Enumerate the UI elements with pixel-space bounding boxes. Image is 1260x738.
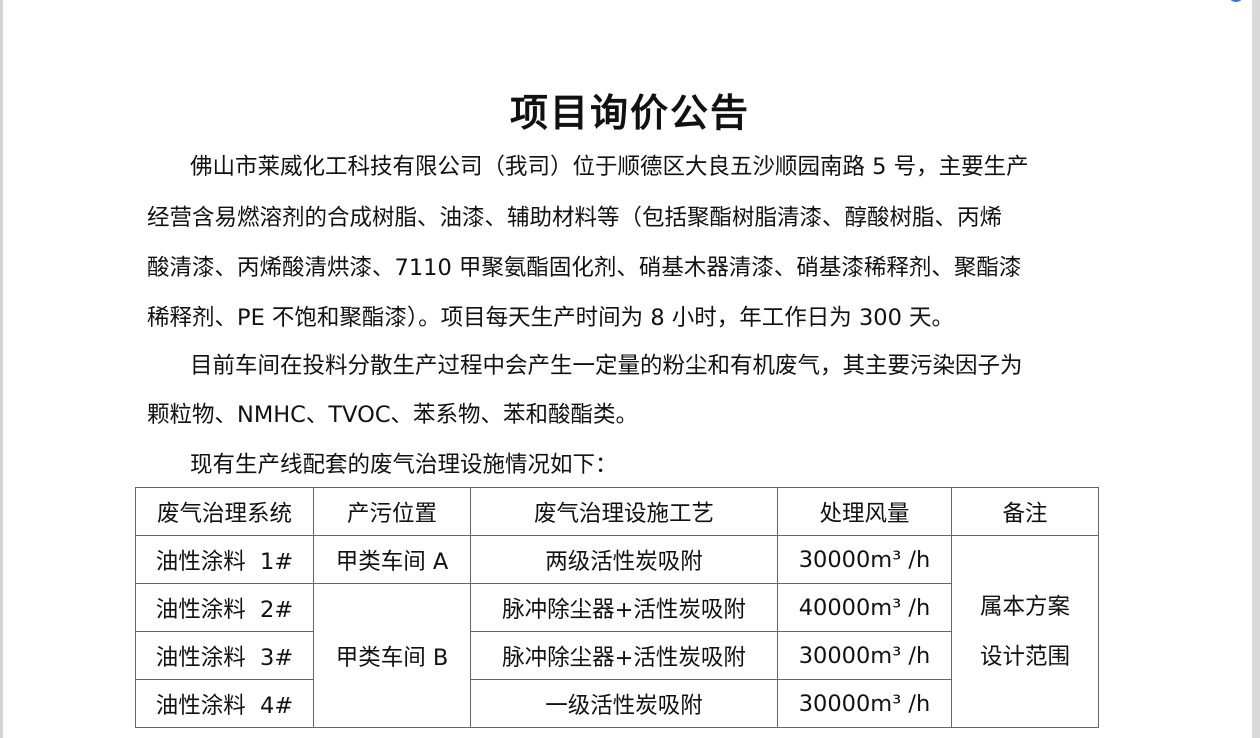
flow-cell: 30000m³ /h bbox=[777, 679, 952, 728]
header-cell: 废气治理设施工艺 bbox=[470, 487, 778, 536]
header-cell: 备注 bbox=[951, 487, 1099, 536]
paragraph-line: 佛山市莱威化工科技有限公司（我司）位于顺德区大良五沙顺园南路 5 号，主要生产 bbox=[190, 154, 1029, 180]
location-cell: 甲类车间 B bbox=[313, 583, 471, 728]
paragraph-line: 目前车间在投料分散生产过程中会产生一定量的粉尘和有机废气，其主要污染因子为 bbox=[190, 353, 1023, 379]
table-row: 油性涂料 2# 甲类车间 B 脉冲除尘器+活性炭吸附 40000m³ /h bbox=[135, 583, 1099, 728]
process-cell: 脉冲除尘器+活性炭吸附 bbox=[470, 583, 778, 632]
system-cell: 油性涂料 1# bbox=[135, 535, 314, 584]
system-cell: 油性涂料 3# bbox=[135, 631, 314, 680]
facility-table: 废气治理系统 产污位置 废气治理设施工艺 处理风量 备注 油性涂料 1# 甲类车… bbox=[135, 487, 1099, 728]
remark-line: 属本方案 bbox=[979, 593, 1070, 620]
header-cell: 废气治理系统 bbox=[135, 487, 314, 536]
header-cell: 产污位置 bbox=[313, 487, 471, 536]
paragraph-line: 酸清漆、丙烯酸清烘漆、7110 甲聚氨酯固化剂、硝基木器清漆、硝基漆稀释剂、聚酯… bbox=[147, 255, 1022, 281]
remark-line: 设计范围 bbox=[979, 643, 1070, 670]
paragraph-line: 颗粒物、NMHC、TVOC、苯系物、苯和酸酯类。 bbox=[147, 402, 639, 428]
process-cell: 一级活性炭吸附 bbox=[470, 679, 778, 728]
paragraph-line: 经营含易燃溶剂的合成树脂、油漆、辅助材料等（包括聚酯树脂清漆、醇酸树脂、丙烯 bbox=[147, 205, 1003, 231]
flow-cell: 30000m³ /h bbox=[777, 631, 952, 680]
left-border bbox=[0, 0, 3, 738]
system-cell: 油性涂料 4# bbox=[135, 679, 314, 728]
system-cell: 油性涂料 2# bbox=[135, 583, 314, 632]
flow-cell: 30000m³ /h bbox=[777, 535, 952, 584]
scrollbar[interactable] bbox=[1252, 0, 1260, 738]
table-row: 油性涂料 4# 一级活性炭吸附 30000m³ /h bbox=[135, 679, 1099, 728]
paragraph-line: 稀释剂、PE 不饱和聚酯漆）。项目每天生产时间为 8 小时，年工作日为 300 … bbox=[147, 305, 955, 331]
location-cell: 甲类车间 A bbox=[313, 535, 471, 584]
table-row: 油性涂料 3# 脉冲除尘器+活性炭吸附 30000m³ /h bbox=[135, 631, 1099, 680]
blue-indicator-icon bbox=[1228, 0, 1244, 2]
paragraph-line: 现有生产线配套的废气治理设施情况如下： bbox=[190, 452, 618, 478]
process-cell: 两级活性炭吸附 bbox=[470, 535, 778, 584]
table-header-row: 废气治理系统 产污位置 废气治理设施工艺 处理风量 备注 bbox=[135, 487, 1099, 536]
flow-cell: 40000m³ /h bbox=[777, 583, 952, 632]
remark-cell: 属本方案 设计范围 bbox=[951, 535, 1099, 728]
table-row: 油性涂料 1# 甲类车间 A 两级活性炭吸附 30000m³ /h 属本方案 设… bbox=[135, 535, 1099, 728]
header-cell: 处理风量 bbox=[777, 487, 952, 536]
process-cell: 脉冲除尘器+活性炭吸附 bbox=[470, 631, 778, 680]
page-title: 项目询价公告 bbox=[509, 91, 750, 135]
